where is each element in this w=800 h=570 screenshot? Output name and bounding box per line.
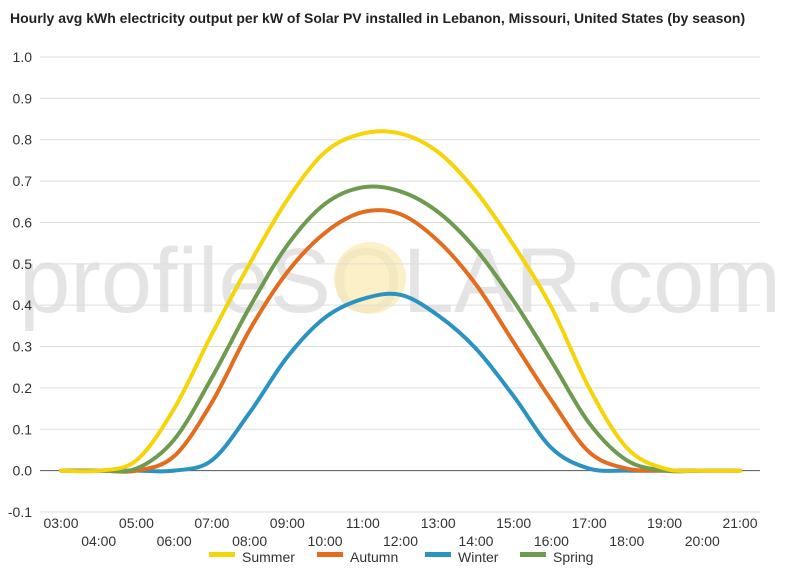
x-tick-label: 19:00 <box>647 515 682 531</box>
y-tick-label: 0.3 <box>13 339 33 355</box>
y-tick-label: 0.7 <box>13 173 33 189</box>
x-tick-label: 15:00 <box>496 515 531 531</box>
legend-label-spring: Spring <box>553 549 593 565</box>
y-tick-label: 0.1 <box>13 421 33 437</box>
y-tick-label: 1.0 <box>13 49 33 65</box>
x-tick-label: 06:00 <box>157 533 192 549</box>
y-axis: -0.1 0.0 0.1 0.2 0.3 0.4 0.5 0.6 0.7 0.8 0.9 1.0 <box>8 49 32 520</box>
legend-swatch-summer <box>209 552 235 557</box>
x-tick-label: 10:00 <box>308 533 343 549</box>
x-tick-label: 21:00 <box>722 515 757 531</box>
y-tick-label: 0.9 <box>13 90 33 106</box>
chart-title: Hourly avg kWh electricity output per kW… <box>10 10 746 26</box>
y-tick-label: 0.4 <box>13 297 33 313</box>
legend-label-winter: Winter <box>458 549 499 565</box>
legend-swatch-winter <box>425 552 451 557</box>
legend-swatch-autumn <box>317 552 343 557</box>
x-tick-label: 12:00 <box>383 533 418 549</box>
series-lines <box>59 129 742 474</box>
y-tick-label: 0.2 <box>13 380 33 396</box>
x-tick-label: 18:00 <box>609 533 644 549</box>
legend: Summer Autumn Winter Spring <box>209 549 593 565</box>
series-line-winter <box>59 291 742 474</box>
watermark-sun-icon <box>334 242 406 314</box>
x-axis: 03:0004:0005:0006:0007:0008:0009:0010:00… <box>43 515 757 549</box>
legend-label-autumn: Autumn <box>350 549 398 565</box>
legend-swatch-spring <box>520 552 546 557</box>
x-tick-label: 14:00 <box>458 533 493 549</box>
series-line-spring <box>59 184 742 474</box>
legend-label-summer: Summer <box>242 549 295 565</box>
y-tick-label: 0.5 <box>13 256 33 272</box>
x-tick-label: 11:00 <box>346 515 380 531</box>
y-tick-label: 0.0 <box>13 463 33 479</box>
x-tick-label: 04:00 <box>81 533 116 549</box>
x-tick-label: 08:00 <box>232 533 267 549</box>
x-tick-label: 13:00 <box>421 515 456 531</box>
x-tick-label: 03:00 <box>43 515 78 531</box>
series-line-summer <box>59 129 742 474</box>
x-tick-label: 20:00 <box>685 533 720 549</box>
y-tick-label: -0.1 <box>8 504 32 520</box>
x-tick-label: 09:00 <box>270 515 305 531</box>
y-tick-label: 0.6 <box>13 214 33 230</box>
x-tick-label: 16:00 <box>534 533 569 549</box>
grid <box>40 56 760 513</box>
series-line-autumn <box>59 208 742 474</box>
x-tick-label: 17:00 <box>572 515 607 531</box>
x-tick-label: 07:00 <box>194 515 229 531</box>
y-tick-label: 0.8 <box>13 132 33 148</box>
x-tick-label: 05:00 <box>119 515 154 531</box>
